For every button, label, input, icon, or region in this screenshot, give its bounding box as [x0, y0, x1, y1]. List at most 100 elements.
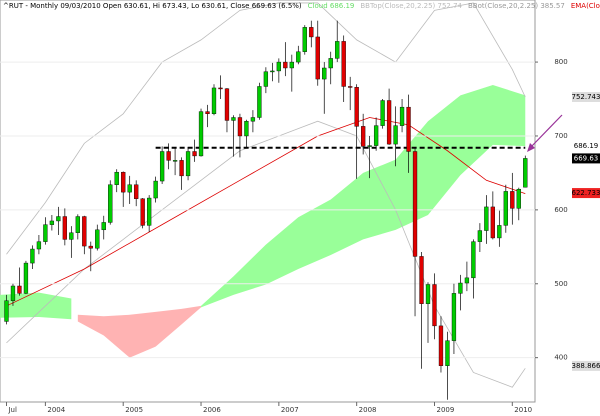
candle-body [341, 41, 346, 87]
x-tick-label: 2006 [203, 406, 221, 414]
x-tick-label: 2009 [436, 406, 454, 414]
candle-body [425, 284, 431, 304]
candle-body [211, 87, 217, 115]
x-tick-label: 2010 [514, 406, 532, 414]
y-tick-label: 600 [554, 206, 567, 214]
candle-body [315, 36, 320, 80]
price-label: 388.866 [572, 362, 600, 370]
candle-body [134, 184, 139, 199]
candle-body [69, 232, 74, 240]
cloud [77, 305, 202, 358]
candle-body [445, 340, 450, 366]
price-label-box [572, 91, 600, 102]
candle-body [108, 184, 113, 223]
candle-body [276, 61, 281, 72]
candle-body [458, 282, 463, 294]
candle-body [121, 171, 126, 193]
candle-body [484, 206, 489, 231]
candle-body [438, 325, 444, 366]
chart-title: ^RUT - Monthly 09/03/2010 Open 630.61, H… [3, 2, 302, 10]
candle-body [412, 151, 418, 257]
arrow-head [527, 143, 535, 152]
candle-body [244, 120, 249, 137]
legend-entry: Cloud 686.19 [308, 2, 355, 10]
candle-body [10, 285, 16, 301]
candle-body [43, 224, 48, 242]
candle-body [30, 248, 35, 264]
candle-body [451, 293, 457, 341]
candle-body [95, 229, 100, 249]
candle-body [140, 198, 145, 226]
candle-body [36, 241, 42, 250]
price-label: 686.19 [574, 142, 599, 150]
price-label-box [572, 188, 600, 199]
x-tick-label: 2004 [47, 406, 65, 414]
price-label-box [572, 153, 600, 164]
candle-body [224, 88, 230, 121]
legend-entry: BBTop(Close,20,2.25) 752.74 [360, 2, 462, 10]
candle-body [75, 216, 80, 233]
overlay-line [6, 117, 526, 307]
candle-body [101, 222, 106, 231]
candle-body [205, 111, 210, 115]
candle-body [166, 151, 171, 161]
candle-body [335, 41, 340, 59]
y-tick-label: 800 [554, 58, 567, 66]
x-tick-label: 2008 [359, 406, 377, 414]
candle-body [88, 245, 93, 249]
candle-body [399, 106, 405, 126]
candle-body [62, 216, 67, 240]
candle-body [159, 151, 165, 182]
candle-body [296, 51, 301, 63]
candle-body [497, 225, 502, 239]
candle-body [419, 256, 424, 304]
candle-body [56, 216, 61, 222]
candle-body [257, 86, 262, 118]
header: ^RUT - Monthly 09/03/2010 Open 630.61, H… [3, 2, 600, 10]
cloud [0, 292, 72, 320]
marks: 400 500 600 700 800 Jul 2004 2005 2006 2007 2008 20… [0, 20, 600, 414]
cloud [201, 84, 526, 308]
plot-area [0, 0, 536, 403]
candle-body [153, 180, 158, 199]
candle-body [231, 117, 236, 121]
x-tick-label: 2007 [281, 406, 299, 414]
candle-body [464, 277, 470, 284]
candle-body [147, 197, 152, 226]
legend-entry: EMA(Close,50) [571, 2, 600, 10]
candle-body [250, 117, 256, 122]
candle-body [380, 100, 385, 126]
y-tick-label: 500 [554, 280, 567, 288]
candle-body [328, 58, 333, 69]
candle-body [302, 27, 307, 52]
price-label: 669.63 [574, 154, 599, 162]
candle-body [432, 284, 437, 327]
price-label-box [572, 141, 600, 152]
candle-body [17, 285, 22, 294]
candle-body [179, 160, 184, 177]
candle-body [23, 262, 29, 294]
candle-body [114, 171, 119, 185]
y-tick-label: 400 [554, 354, 567, 362]
candle-body [477, 230, 483, 242]
candle-body [503, 191, 508, 226]
price-label: 752.743 [572, 93, 600, 101]
candle-body [386, 100, 392, 145]
candle-body [361, 126, 366, 147]
candle-body [185, 151, 191, 177]
overlay-line [6, 2, 526, 255]
x-tick-label: 2005 [125, 406, 143, 414]
candle-body [263, 71, 269, 87]
price-label: 622.733 [572, 189, 600, 197]
candle-body [393, 125, 398, 145]
candle-body [406, 106, 411, 152]
candle-body [471, 241, 476, 279]
candle-body [373, 125, 379, 146]
candle-body [4, 300, 9, 322]
candle-body [49, 220, 55, 225]
candle-body [283, 61, 288, 69]
candle-body [127, 184, 132, 193]
arrow [529, 114, 563, 149]
candle-body [516, 188, 521, 209]
